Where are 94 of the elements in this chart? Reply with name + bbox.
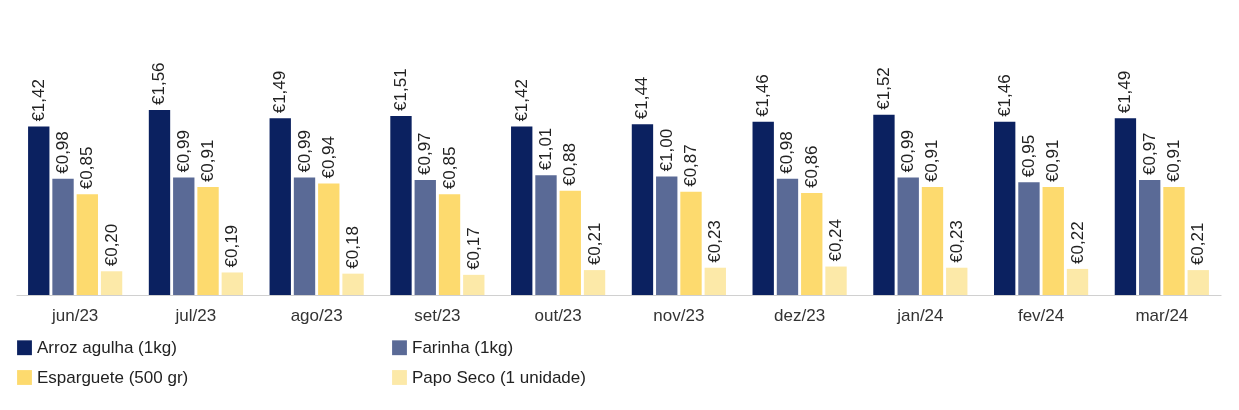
bar (583, 270, 606, 295)
bar (656, 176, 678, 295)
bar (801, 193, 823, 295)
data-label: €0,97 (415, 132, 435, 175)
bar (1042, 187, 1064, 295)
bar (946, 267, 968, 295)
bar (1066, 268, 1089, 295)
x-tick-label: ago/23 (290, 305, 343, 325)
bar (825, 266, 847, 295)
bar (535, 175, 557, 295)
data-label: €1,49 (270, 70, 290, 114)
data-label: €1,42 (28, 79, 48, 122)
bar (269, 118, 291, 295)
x-tick-label: set/23 (414, 305, 461, 325)
data-label: €1,46 (994, 74, 1014, 117)
legend-label: Papo Seco (1 unidade) (412, 367, 586, 387)
data-label: €0,99 (898, 130, 918, 173)
data-label: €0,99 (173, 130, 193, 173)
data-label: €0,98 (777, 131, 797, 174)
x-tick-label: dez/23 (774, 305, 826, 325)
data-label: €0,97 (1139, 132, 1159, 175)
data-label: €0,85 (439, 146, 459, 190)
bar (511, 126, 533, 295)
bar (197, 187, 219, 295)
data-label: €0,99 (294, 130, 314, 173)
data-label: €1,01 (535, 127, 555, 171)
x-tick-label: jun/23 (51, 305, 99, 325)
bar (1114, 118, 1137, 295)
data-label: €0,18 (343, 226, 363, 269)
data-label: €1,42 (511, 79, 531, 122)
data-label: €1,52 (873, 67, 893, 110)
x-tick-label: out/23 (534, 305, 582, 325)
data-label: €0,98 (53, 131, 73, 174)
x-tick-label: jan/24 (896, 305, 944, 325)
data-label: €0,91 (922, 139, 942, 183)
bar (221, 272, 243, 295)
bar (776, 178, 799, 295)
bar (28, 126, 50, 295)
bar (52, 178, 74, 295)
bar (921, 187, 944, 295)
bar (342, 273, 364, 295)
bar (438, 194, 461, 295)
bar (1139, 179, 1161, 295)
data-label: €0,21 (584, 222, 604, 266)
bar (463, 274, 485, 295)
data-label: €0,87 (681, 144, 701, 187)
data-label: €1,49 (1115, 70, 1135, 114)
bar (897, 177, 919, 295)
data-label: €0,91 (1163, 139, 1183, 183)
x-tick-label: mar/24 (1135, 305, 1189, 325)
bar (1187, 270, 1209, 295)
data-label: €0,85 (77, 146, 97, 190)
data-label: €1,00 (656, 128, 676, 172)
data-label: €0,88 (560, 143, 580, 186)
x-tick-label: nov/23 (653, 305, 705, 325)
data-label: €0,86 (801, 145, 821, 189)
data-label: €0,24 (826, 218, 846, 262)
bar (318, 183, 340, 295)
x-tick-label: jul/23 (174, 305, 217, 325)
data-label: €0,19 (222, 224, 242, 268)
data-label: €0,91 (198, 139, 218, 183)
data-label: €0,91 (1043, 139, 1063, 183)
bar (1163, 187, 1185, 295)
bar (680, 191, 702, 295)
data-label: €0,23 (946, 220, 966, 263)
x-tick-label: fev/24 (1017, 305, 1065, 325)
data-label: €1,46 (753, 74, 773, 117)
bar (559, 190, 581, 295)
data-label: €1,56 (149, 62, 169, 105)
data-label: €0,21 (1188, 222, 1208, 266)
bar (293, 177, 316, 295)
bar (631, 124, 654, 295)
bar (1018, 182, 1040, 295)
bar (390, 115, 412, 295)
data-label: €1,44 (632, 76, 652, 120)
bar (414, 179, 436, 295)
data-label: €0,17 (463, 227, 483, 270)
bar (148, 110, 171, 295)
data-label: €0,22 (1067, 221, 1087, 264)
legend-label: Farinha (1kg) (412, 337, 514, 357)
legend-label: Arroz agulha (1kg) (37, 337, 177, 357)
data-label: €0,23 (705, 220, 725, 263)
bar (752, 121, 774, 295)
data-label: €0,94 (318, 135, 338, 179)
legend-label: Esparguete (500 gr) (37, 367, 189, 387)
bar (704, 267, 726, 295)
bar (994, 121, 1016, 295)
data-label: €0,20 (101, 223, 121, 267)
data-label: €0,95 (1018, 134, 1038, 178)
bar (100, 271, 123, 295)
data-label: €1,51 (390, 68, 410, 111)
bar (873, 114, 895, 295)
bar (76, 194, 98, 295)
bar (173, 177, 195, 295)
